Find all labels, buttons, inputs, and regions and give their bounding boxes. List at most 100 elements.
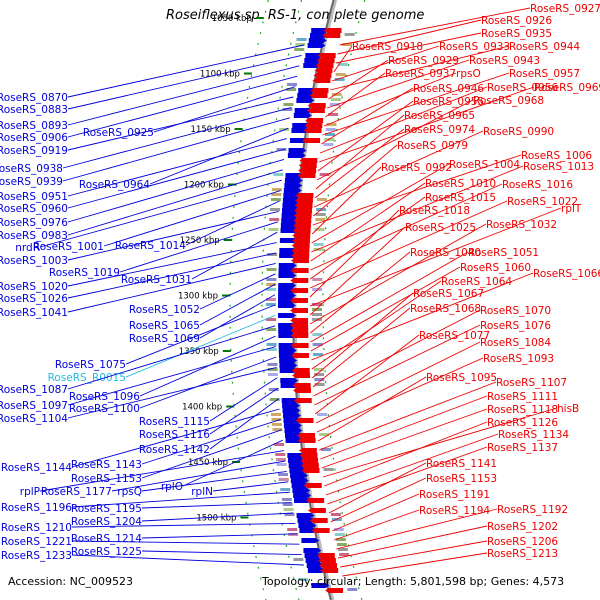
leader-line bbox=[71, 522, 296, 528]
leader-line bbox=[309, 200, 508, 289]
cog-block bbox=[293, 558, 304, 561]
gene-label-right: RoseRS_1051 bbox=[468, 247, 539, 259]
gene-label-left: RoseRS_1144 bbox=[1, 462, 72, 474]
forward-gene bbox=[278, 328, 297, 333]
gene-label-left: RoseRS_1142 bbox=[139, 444, 210, 456]
cog-block bbox=[319, 433, 330, 436]
forward-gene bbox=[278, 283, 297, 288]
leader-line bbox=[337, 19, 482, 55]
leader-line bbox=[71, 554, 304, 566]
forward-gene bbox=[285, 433, 304, 438]
gene-label-right: RoseRS_1006 bbox=[521, 150, 592, 162]
leader-line bbox=[319, 86, 488, 154]
cog-block bbox=[314, 228, 325, 231]
leader-line bbox=[316, 357, 484, 433]
cog-block bbox=[337, 63, 348, 66]
cog-block bbox=[278, 473, 288, 476]
reverse-gene bbox=[290, 323, 309, 328]
gene-label-left: RoseRS_1020 bbox=[0, 281, 68, 293]
gene-label-right: RoseRS_1015 bbox=[425, 192, 496, 204]
leader-line bbox=[67, 366, 277, 419]
forward-gene bbox=[303, 63, 322, 68]
reverse-gene bbox=[290, 333, 309, 338]
gene-label-right: RoseRS_1111 bbox=[487, 391, 558, 403]
gene-label-right: RoseRS_0990 bbox=[483, 126, 554, 138]
gene-label-right: RoseRS_0918 bbox=[352, 41, 423, 53]
leader-line bbox=[67, 169, 283, 236]
cog-block bbox=[283, 508, 294, 511]
reverse-gene bbox=[303, 128, 322, 133]
gene-label-right: RoseRS_1013 bbox=[523, 161, 594, 173]
reverse-gene bbox=[295, 418, 314, 423]
reverse-gene bbox=[325, 588, 344, 593]
leader-line bbox=[317, 376, 427, 442]
forward-gene bbox=[297, 93, 316, 98]
forward-gene bbox=[289, 468, 308, 473]
leader-line bbox=[325, 433, 499, 496]
gene-label-left: RoseRS_0919 bbox=[0, 145, 68, 157]
cog-block bbox=[315, 218, 326, 221]
reverse-gene bbox=[290, 278, 309, 283]
gene-label-right: RoseRS_1064 bbox=[441, 276, 512, 288]
leader-line bbox=[67, 242, 277, 287]
leader-line bbox=[312, 307, 411, 388]
cog-block bbox=[267, 368, 278, 371]
gene-label-right: RoseRS_0969 bbox=[534, 82, 600, 94]
gene-label-left: RoseRS_1221 bbox=[1, 536, 72, 548]
reverse-gene bbox=[290, 343, 309, 348]
leader-line bbox=[324, 421, 488, 487]
gene-label-left: RoseRS_1087 bbox=[0, 384, 68, 396]
forward-gene bbox=[309, 33, 328, 38]
gene-label-left: RoseRS_1214 bbox=[71, 533, 142, 545]
cog-block bbox=[274, 443, 285, 446]
leader-line bbox=[312, 154, 522, 226]
leader-line bbox=[125, 314, 276, 378]
reverse-gene bbox=[319, 563, 338, 568]
gene-label-left: RoseRS_0960 bbox=[0, 203, 68, 215]
gene-label-left: RoseRS_0976 bbox=[0, 217, 68, 229]
cog-block bbox=[296, 38, 307, 41]
forward-gene bbox=[287, 153, 306, 158]
leader-line bbox=[125, 304, 276, 365]
forward-gene bbox=[296, 513, 315, 518]
forward-gene bbox=[283, 193, 302, 198]
reverse-gene bbox=[292, 388, 311, 393]
gene-label-right: RoseRS_1126 bbox=[487, 417, 558, 429]
map-title: Roseiflexus sp. RS-1, complete genome bbox=[166, 8, 425, 23]
forward-gene bbox=[288, 148, 307, 153]
cog-block bbox=[267, 363, 278, 366]
leader-line bbox=[311, 280, 442, 370]
gene-label-right: RoseRS_1095 bbox=[426, 372, 497, 384]
leader-line bbox=[330, 477, 427, 523]
forward-gene bbox=[278, 348, 297, 353]
leader-line bbox=[67, 158, 285, 223]
leader-line bbox=[67, 96, 294, 151]
tick-label: 1500 kbp bbox=[196, 514, 236, 524]
leader-line bbox=[67, 75, 298, 138]
forward-gene bbox=[282, 203, 301, 208]
gc-ring-2 bbox=[322, 0, 366, 600]
reverse-gene bbox=[291, 368, 310, 373]
cog-block bbox=[331, 93, 342, 96]
cog-block bbox=[266, 318, 277, 321]
gene-label-right: RoseRS_1191 bbox=[419, 489, 490, 501]
reverse-gene bbox=[293, 398, 312, 403]
leader-line bbox=[328, 59, 389, 100]
leader-line bbox=[199, 273, 276, 310]
cog-block bbox=[326, 123, 337, 126]
gene-label-left: RoseRS_1204 bbox=[71, 516, 142, 528]
forward-gene bbox=[284, 428, 303, 433]
leader-line bbox=[314, 324, 481, 406]
tick-label: 1250 kbp bbox=[180, 236, 220, 246]
leader-line bbox=[310, 266, 461, 352]
gene-label-right: RoseRS_1076 bbox=[480, 320, 551, 332]
forward-gene bbox=[278, 343, 297, 348]
reverse-gene bbox=[290, 308, 309, 313]
cog-block bbox=[320, 448, 331, 451]
gene-label-right: RoseRS_0929 bbox=[388, 55, 459, 67]
leader-line bbox=[315, 114, 405, 190]
reverse-gene bbox=[290, 318, 309, 323]
tick-label: 1200 kbp bbox=[184, 181, 224, 191]
gene-label-right: RoseRS_0957 bbox=[509, 68, 580, 80]
